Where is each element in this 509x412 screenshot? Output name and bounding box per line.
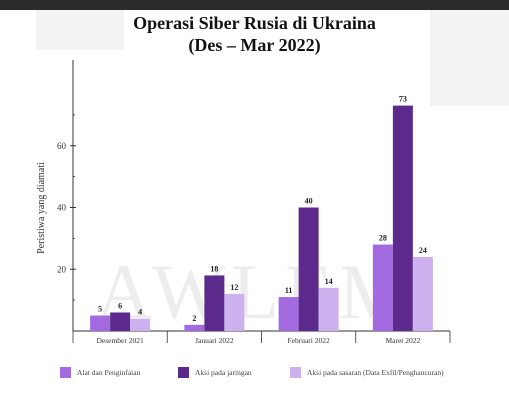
legend-item: Alat dan Penginfaian bbox=[60, 367, 140, 378]
legend-label: Alat dan Penginfaian bbox=[77, 368, 141, 377]
background-panel-left bbox=[36, 10, 124, 50]
bar bbox=[392, 105, 413, 331]
bar bbox=[204, 275, 225, 331]
bar-value-label: 40 bbox=[305, 197, 313, 206]
bar bbox=[110, 312, 131, 331]
bar-value-label: 73 bbox=[399, 95, 407, 104]
bar bbox=[298, 207, 319, 331]
bar-value-label: 6 bbox=[118, 301, 122, 310]
legend-label: Aksi pada jaringan bbox=[195, 368, 252, 377]
bar-value-label: 18 bbox=[210, 264, 218, 273]
legend-item: Aksi pada jaringan bbox=[178, 367, 252, 378]
legend-swatch bbox=[290, 367, 301, 378]
bar bbox=[318, 287, 339, 331]
bar-value-label: 28 bbox=[379, 234, 387, 243]
legend-swatch bbox=[60, 367, 71, 378]
legend-item: Aksi pada sasaran (Data Exfil/Penghancur… bbox=[290, 367, 444, 378]
background-panel-right bbox=[430, 10, 509, 106]
top-bar bbox=[0, 0, 509, 10]
x-category-label: Maret 2022 bbox=[385, 336, 420, 345]
bar bbox=[130, 318, 151, 331]
bar-value-label: 12 bbox=[230, 283, 238, 292]
bar bbox=[278, 297, 299, 331]
legend-label: Aksi pada sasaran (Data Exfil/Penghancur… bbox=[307, 368, 444, 377]
bar-value-label: 14 bbox=[325, 277, 333, 286]
legend-swatch bbox=[178, 367, 189, 378]
chart-title: Operasi Siber Rusia di Ukraina bbox=[133, 13, 376, 33]
bar bbox=[224, 293, 245, 331]
x-category-label: Desember 2021 bbox=[96, 336, 144, 345]
chart-subtitle: (Des – Mar 2022) bbox=[188, 35, 321, 55]
bar-value-label: 11 bbox=[285, 286, 293, 295]
y-axis-label: Peristiwa yang diamati bbox=[36, 162, 47, 254]
chart-legend: Alat dan Penginfaian Aksi pada jaringan Ak… bbox=[60, 367, 500, 379]
bar-value-label: 5 bbox=[98, 305, 102, 314]
bar-value-label: 24 bbox=[419, 246, 427, 255]
x-category-label: Februari 2022 bbox=[287, 336, 330, 345]
bar bbox=[184, 324, 205, 331]
x-category-label: Januari 2022 bbox=[195, 336, 234, 345]
bar bbox=[90, 315, 111, 331]
bar bbox=[412, 256, 433, 331]
bar-value-label: 2 bbox=[192, 314, 196, 323]
bar bbox=[372, 244, 393, 331]
bar-value-label: 4 bbox=[138, 308, 142, 317]
y-tick-label: 60 bbox=[57, 141, 67, 151]
y-tick-label: 20 bbox=[57, 264, 67, 274]
y-tick-label: 40 bbox=[57, 203, 67, 213]
